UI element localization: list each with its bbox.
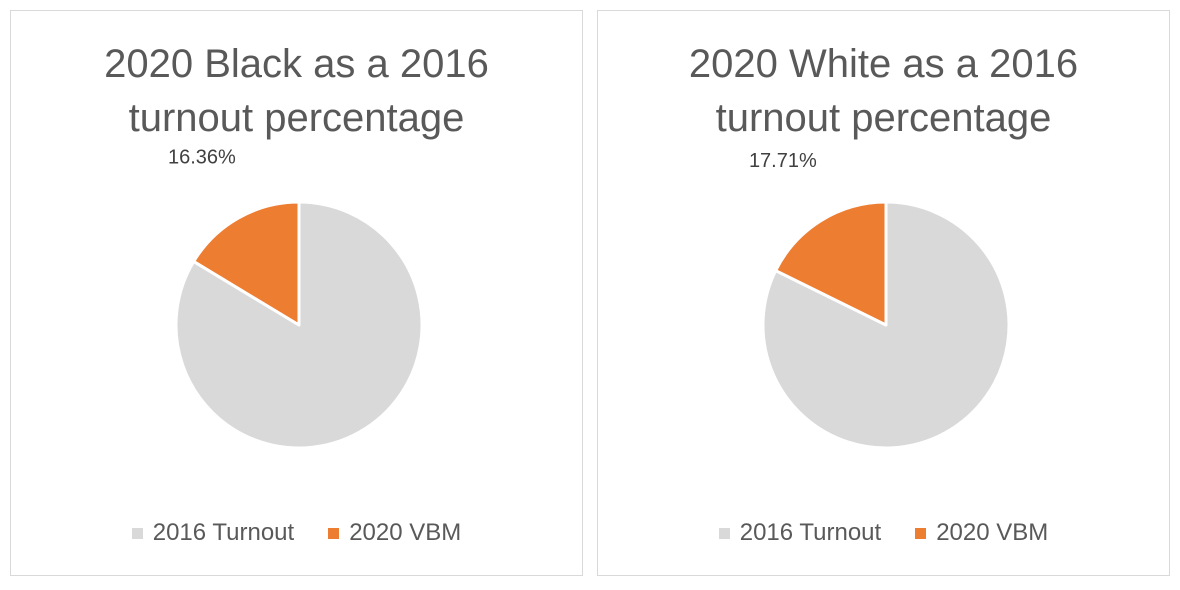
legend-swatch-2016-turnout (131, 527, 143, 539)
chart-title-line-1: 2020 Black as a 2016 (104, 42, 489, 86)
legend-swatch-2016-turnout (718, 527, 730, 539)
legend-label: 2016 Turnout (739, 519, 882, 546)
chart-panel-white: 2020 White as a 2016 turnout percentage … (597, 10, 1170, 576)
pie-chart: 16.36% (168, 146, 424, 450)
legend-item-2016-turnout: 2016 Turnout (131, 519, 295, 547)
legend-label: 2016 Turnout (152, 519, 295, 546)
chart-title-line-2: turnout percentage (715, 96, 1052, 140)
legend-item-2020-vbm: 2020 VBM (915, 519, 1048, 547)
chart-title-line-2: turnout percentage (128, 96, 465, 140)
legend-swatch-2020-vbm (328, 527, 340, 539)
chart-legend: 2016 Turnout 2020 VBM (598, 519, 1169, 547)
legend-label: 2020 VBM (936, 519, 1049, 546)
legend-item-2016-turnout: 2016 Turnout (718, 519, 882, 547)
data-label-2020-vbm: 16.36% (168, 146, 236, 168)
legend-label: 2020 VBM (349, 519, 462, 546)
chart-title: 2020 White as a 2016 turnout percentage (598, 37, 1169, 145)
pie-slice-2020-vbm (192, 200, 301, 327)
chart-panel-black: 2020 Black as a 2016 turnout percentage … (10, 10, 583, 576)
data-label-2020-vbm: 17.71% (749, 150, 817, 172)
legend-swatch-2020-vbm (915, 527, 927, 539)
chart-title-line-1: 2020 White as a 2016 (688, 42, 1079, 86)
pie-chart: 17.71% (749, 150, 1011, 450)
legend-item-2020-vbm: 2020 VBM (328, 519, 461, 547)
pie-slice-2020-vbm (774, 200, 888, 327)
chart-legend: 2016 Turnout 2020 VBM (11, 519, 582, 547)
chart-title: 2020 Black as a 2016 turnout percentage (11, 37, 582, 145)
